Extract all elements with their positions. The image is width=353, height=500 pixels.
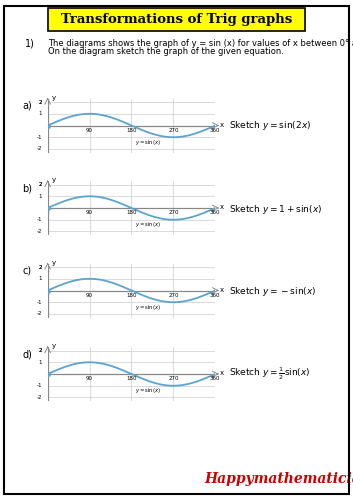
Text: 180: 180: [126, 128, 137, 132]
Text: 90: 90: [86, 210, 93, 215]
Text: -2: -2: [37, 146, 42, 152]
Text: 2: 2: [38, 264, 42, 270]
Text: Happymathematician: Happymathematician: [205, 472, 353, 486]
Text: 180: 180: [126, 376, 137, 381]
Text: 1: 1: [38, 194, 42, 199]
Text: 1): 1): [25, 39, 35, 49]
Text: -2: -2: [37, 395, 42, 400]
Text: 2: 2: [38, 182, 42, 187]
Text: 2: 2: [38, 182, 42, 187]
Text: -2: -2: [37, 312, 42, 316]
Text: 360: 360: [210, 376, 221, 381]
Text: On the diagram sketch the graph of the given equation.: On the diagram sketch the graph of the g…: [48, 46, 283, 56]
Text: c): c): [22, 266, 31, 276]
Text: Transformations of Trig graphs: Transformations of Trig graphs: [61, 13, 292, 26]
Text: 1: 1: [38, 360, 42, 365]
Text: Sketch $y = \frac{1}{2}\sin(x)$: Sketch $y = \frac{1}{2}\sin(x)$: [229, 366, 311, 382]
Text: Sketch $y = -\sin(x)$: Sketch $y = -\sin(x)$: [229, 285, 317, 298]
Text: -1: -1: [37, 134, 42, 140]
Text: x: x: [220, 287, 224, 293]
Text: -1: -1: [37, 300, 42, 304]
Text: 270: 270: [168, 292, 179, 298]
Text: x: x: [220, 370, 224, 376]
Text: y: y: [52, 260, 55, 266]
Text: 360: 360: [210, 128, 221, 132]
Text: $y = \sin(x)$: $y = \sin(x)$: [135, 302, 161, 312]
FancyBboxPatch shape: [48, 8, 305, 31]
Text: 270: 270: [168, 210, 179, 215]
Text: x: x: [220, 204, 224, 210]
Text: a): a): [22, 101, 32, 111]
Text: $y = \sin(x)$: $y = \sin(x)$: [135, 220, 161, 229]
Text: Sketch $y = \sin(2x)$: Sketch $y = \sin(2x)$: [229, 120, 311, 132]
Text: The diagrams shows the graph of y = sin (x) for values of x between 0° and 360°.: The diagrams shows the graph of y = sin …: [48, 39, 353, 48]
Text: 180: 180: [126, 292, 137, 298]
Text: d): d): [22, 350, 32, 360]
Text: Sketch $y = 1 + \sin(x)$: Sketch $y = 1 + \sin(x)$: [229, 202, 323, 215]
Text: 180: 180: [126, 210, 137, 215]
Text: 2: 2: [38, 348, 42, 353]
Text: -1: -1: [37, 217, 42, 222]
Text: 1: 1: [38, 276, 42, 281]
Text: -2: -2: [37, 229, 42, 234]
Text: 2: 2: [38, 264, 42, 270]
Text: 2: 2: [38, 348, 42, 353]
Text: y: y: [52, 177, 55, 183]
Text: 2: 2: [38, 100, 42, 104]
Text: 360: 360: [210, 210, 221, 215]
Text: y: y: [52, 343, 55, 349]
Text: 90: 90: [86, 292, 93, 298]
Text: $y = \sin(x)$: $y = \sin(x)$: [135, 386, 161, 395]
Text: 90: 90: [86, 128, 93, 132]
Text: 1: 1: [38, 112, 42, 116]
Text: 2: 2: [38, 100, 42, 104]
Text: x: x: [220, 122, 224, 128]
Text: 360: 360: [210, 292, 221, 298]
Text: 270: 270: [168, 376, 179, 381]
Text: b): b): [22, 184, 32, 194]
Text: y: y: [52, 94, 55, 100]
Text: -1: -1: [37, 383, 42, 388]
Text: $y = \sin(x)$: $y = \sin(x)$: [135, 138, 161, 146]
Text: 270: 270: [168, 128, 179, 132]
Text: 90: 90: [86, 376, 93, 381]
